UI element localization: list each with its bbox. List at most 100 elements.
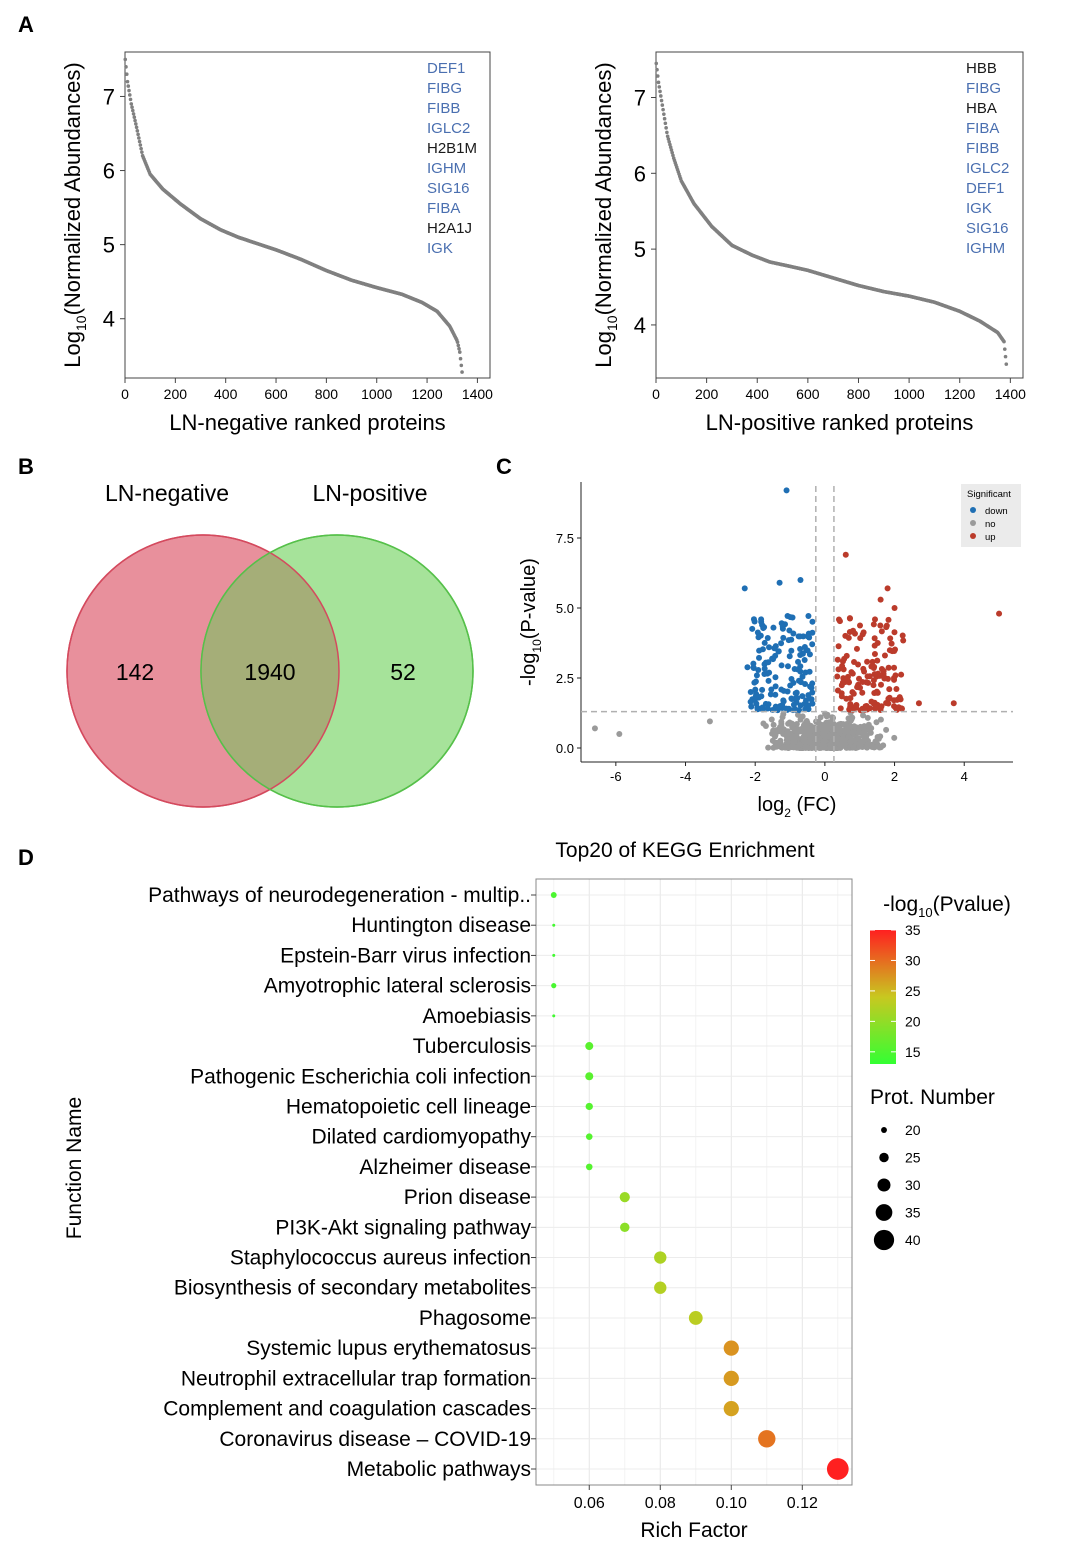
kegg-dot-plot: 0.06 0.08 0.10 0.12 Pathways of neurodegener… (63, 839, 1011, 1542)
point-no (850, 743, 857, 750)
point-no (872, 738, 879, 745)
point-up (880, 667, 887, 674)
x-tick-label: 800 (847, 386, 871, 402)
point-no (808, 724, 815, 731)
point-down (802, 680, 809, 687)
point-no (802, 732, 809, 739)
point-down (797, 652, 804, 659)
point-no (832, 726, 839, 733)
point-up (871, 616, 878, 623)
protein-point (130, 105, 134, 109)
term-dot (550, 892, 557, 898)
point-no (822, 733, 829, 740)
term-dot (585, 1042, 594, 1051)
point-down (756, 647, 763, 654)
point-down (752, 693, 759, 700)
x-axis-label: LN-negative ranked proteins (169, 410, 445, 435)
point-down (791, 706, 798, 713)
x-tick-label: 600 (264, 386, 288, 402)
point-no (877, 716, 884, 723)
x-tick-label: 0.12 (787, 1495, 818, 1512)
point-up (863, 703, 870, 710)
size-legend-dot (873, 1229, 895, 1251)
protein-label: HBA (966, 100, 997, 117)
protein-point (1002, 347, 1007, 351)
protein-point (457, 346, 461, 351)
y-axis-label: Log10(Normalized Abundances) (60, 62, 89, 367)
protein-label: SIG16 (966, 220, 1009, 237)
point-down (783, 705, 790, 712)
size-legend-dot (881, 1127, 887, 1133)
x-tick-label: 0 (652, 386, 660, 402)
term-label: Tuberculosis (413, 1035, 531, 1058)
legend-label-no: no (985, 519, 996, 530)
legend-label-up: up (985, 532, 996, 543)
x-tick-label: 1200 (944, 386, 975, 402)
point-down (750, 664, 757, 671)
term-dot (552, 923, 556, 927)
point-down (761, 624, 768, 631)
point-up (888, 640, 895, 647)
protein-point (138, 143, 143, 147)
point-up (874, 657, 881, 664)
point-up (837, 705, 844, 712)
x-tick-label: 400 (214, 386, 238, 402)
point-no (840, 721, 847, 728)
protein-point (133, 118, 137, 123)
protein-point (136, 132, 140, 137)
point-down (768, 686, 775, 693)
point-no (777, 723, 784, 730)
point-down (794, 695, 801, 702)
size-legend-label: 25 (905, 1150, 921, 1166)
point-no (776, 740, 783, 747)
point-no (616, 731, 623, 737)
legend-label-down: down (985, 506, 1008, 517)
term-dot (723, 1340, 739, 1356)
point-down (788, 695, 795, 702)
point-up (886, 686, 893, 693)
point-up (877, 622, 884, 629)
y-tick-label: 7.5 (556, 531, 574, 546)
x-tick-label: -6 (610, 769, 622, 784)
plot-frame (655, 51, 1024, 379)
point-down (787, 682, 794, 689)
point-down (758, 693, 765, 700)
point-down (786, 653, 793, 660)
point-up (853, 645, 860, 652)
point-down (809, 689, 816, 696)
x-tick-label: 0.10 (716, 1495, 747, 1512)
protein-point (659, 94, 663, 98)
point-up (874, 640, 881, 647)
point-down (756, 654, 763, 661)
x-tick-label: 200 (695, 386, 719, 402)
size-legend-label: 35 (905, 1205, 921, 1221)
size-legend-label: 40 (905, 1232, 921, 1248)
x-tick-label: 200 (164, 386, 188, 402)
point-up (883, 622, 890, 629)
point-down (758, 618, 765, 625)
venn-overlap (201, 535, 339, 807)
point-no (771, 733, 778, 740)
point-no (819, 723, 826, 730)
point-down (779, 623, 786, 630)
point-no (857, 723, 864, 730)
point-no (791, 727, 798, 734)
point-down (755, 666, 762, 673)
venn-count-right: 52 (390, 659, 416, 685)
plot-frame-border (535, 878, 853, 1486)
y-tick-label: 7 (634, 85, 646, 110)
point-down (794, 666, 801, 673)
y-tick-label: 4 (103, 307, 115, 332)
point-no (789, 735, 796, 742)
point-up (834, 673, 841, 680)
term-label: Huntington disease (351, 914, 531, 937)
y-tick-label: 0.0 (556, 741, 574, 756)
protein-point (123, 57, 128, 62)
point-up (844, 676, 851, 683)
protein-label: FIBG (966, 80, 1001, 97)
point-down (772, 652, 779, 659)
point-up (877, 704, 884, 711)
point-down (790, 630, 797, 637)
point-down (749, 625, 756, 632)
protein-point (670, 150, 674, 155)
